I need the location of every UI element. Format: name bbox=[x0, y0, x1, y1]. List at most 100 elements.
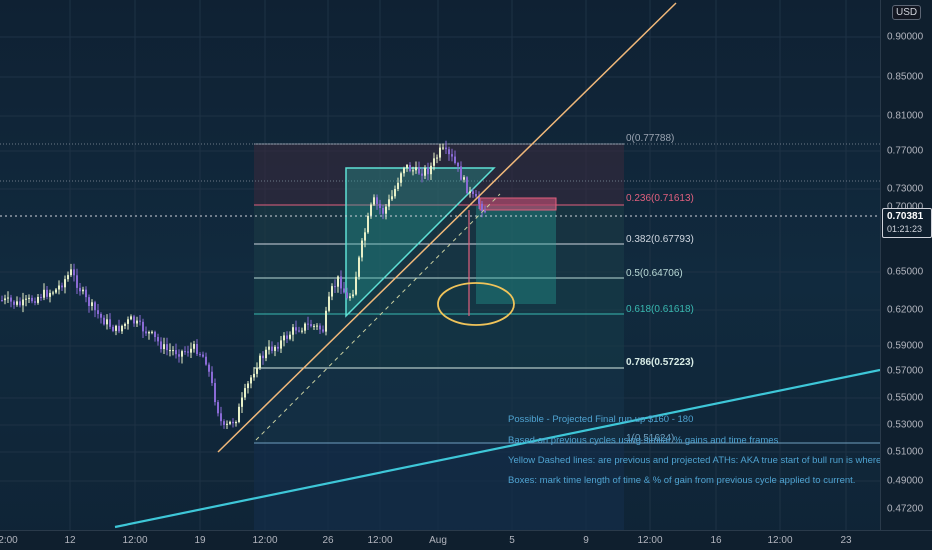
orange-trendline[interactable] bbox=[217, 2, 677, 453]
time-axis[interactable]: 2:00 12 12:00 19 12:00 26 12:00 Aug 5 9 … bbox=[0, 530, 932, 550]
time-tick: 12:00 bbox=[367, 535, 393, 546]
candle-body bbox=[184, 351, 186, 353]
fib-zone-0382-05 bbox=[254, 244, 624, 278]
cycle-box-small[interactable] bbox=[479, 197, 557, 211]
candle-body bbox=[463, 177, 465, 180]
candle-body bbox=[436, 157, 438, 159]
candle-body bbox=[37, 296, 39, 303]
candle-body bbox=[445, 147, 447, 150]
candle-body bbox=[274, 346, 276, 351]
candle-body bbox=[289, 334, 291, 339]
time-tick: 5 bbox=[509, 535, 515, 546]
price-axis[interactable]: USD 0.90000 0.85000 0.81000 0.77000 0.73… bbox=[880, 0, 932, 530]
price-tick: 0.62000 bbox=[887, 304, 924, 316]
candle-body bbox=[205, 356, 207, 365]
chart-canvas[interactable] bbox=[0, 0, 880, 530]
note-projected-run[interactable]: Possible - Projected Final run up $160 -… bbox=[508, 414, 694, 425]
candle-body bbox=[130, 316, 132, 320]
candle-body bbox=[382, 208, 384, 214]
yellow-dashed-trendline[interactable] bbox=[255, 193, 501, 441]
price-tick: 0.47200 bbox=[887, 503, 924, 515]
candle-body bbox=[187, 351, 189, 353]
candle-body bbox=[397, 182, 399, 189]
candle-body bbox=[58, 285, 60, 290]
candle-body bbox=[280, 340, 282, 349]
price-tick: 0.70000 bbox=[887, 201, 924, 213]
candle-body bbox=[472, 191, 474, 194]
candle-body bbox=[325, 310, 327, 332]
last-price-label: 0.70381 01:21:23 bbox=[882, 208, 932, 238]
candle-body bbox=[100, 313, 102, 318]
bar-countdown: 01:21:23 bbox=[887, 224, 923, 234]
time-tick: 2:00 bbox=[0, 535, 18, 546]
chart-plot-area[interactable]: 0(0.77788) 0.236(0.71613) 0.382(0.67793)… bbox=[0, 0, 880, 530]
candle-body bbox=[448, 149, 450, 155]
candle-body bbox=[433, 158, 435, 166]
cycle-box-projection[interactable] bbox=[476, 206, 556, 304]
candle-body bbox=[454, 156, 456, 163]
candle-body bbox=[127, 319, 129, 324]
candle-body bbox=[199, 354, 201, 356]
fib-label-0382: 0.382(0.67793) bbox=[626, 234, 694, 245]
currency-badge[interactable]: USD bbox=[892, 5, 922, 20]
candle-body bbox=[361, 240, 363, 258]
candle-body bbox=[466, 177, 468, 193]
candle-body bbox=[334, 286, 336, 288]
note-previous-cycles[interactable]: Based on previous cycles using similar %… bbox=[508, 435, 779, 446]
candle-body bbox=[124, 323, 126, 326]
candle-body bbox=[118, 325, 120, 332]
candle-body bbox=[319, 325, 321, 330]
candle-body bbox=[202, 354, 204, 357]
time-tick: 12:00 bbox=[767, 535, 793, 546]
note-yellow-dashed[interactable]: Yellow Dashed lines: are previous and pr… bbox=[508, 455, 880, 466]
candle-body bbox=[343, 288, 345, 293]
candle-body bbox=[406, 164, 408, 169]
candle-body bbox=[349, 296, 351, 299]
candle-body bbox=[301, 330, 303, 332]
candle-body bbox=[457, 162, 459, 167]
candle-body bbox=[88, 297, 90, 306]
cyan-long-trendline[interactable] bbox=[114, 368, 880, 529]
candle-body bbox=[16, 301, 18, 305]
candle-body bbox=[19, 301, 21, 306]
candle-body bbox=[13, 301, 15, 305]
candle-body bbox=[352, 294, 354, 297]
candle-body bbox=[307, 323, 309, 325]
fib-zone-0618-0786 bbox=[254, 314, 624, 368]
candle-body bbox=[385, 206, 387, 214]
candle-body bbox=[214, 383, 216, 403]
candle-body bbox=[415, 167, 417, 171]
candle-body bbox=[160, 341, 162, 350]
highlight-ellipse[interactable] bbox=[437, 282, 515, 326]
candle-body bbox=[232, 421, 234, 424]
price-tick: 0.51000 bbox=[887, 446, 924, 458]
price-tick: 0.65000 bbox=[887, 266, 924, 278]
candle-body bbox=[1, 300, 3, 301]
candle-body bbox=[271, 346, 273, 351]
candle-body bbox=[313, 325, 315, 327]
fib-zone-0236-0382 bbox=[254, 205, 624, 244]
candle-body bbox=[217, 402, 219, 414]
candle-body bbox=[475, 193, 477, 197]
candle-body bbox=[148, 332, 150, 334]
candle-body bbox=[247, 383, 249, 389]
candle-body bbox=[220, 413, 222, 422]
fib-label-05: 0.5(0.64706) bbox=[626, 268, 683, 279]
candle-body bbox=[481, 203, 483, 211]
candle-body bbox=[469, 191, 471, 193]
candle-body bbox=[235, 422, 237, 424]
time-tick: 9 bbox=[583, 535, 589, 546]
candle-body bbox=[322, 329, 324, 332]
candle-body bbox=[238, 406, 240, 423]
time-tick: 12 bbox=[64, 535, 76, 546]
candle-body bbox=[364, 232, 366, 241]
candle-body bbox=[418, 167, 420, 174]
candle-body bbox=[484, 210, 486, 213]
candle-body bbox=[277, 346, 279, 349]
candle-body bbox=[70, 269, 72, 276]
candle-body bbox=[109, 319, 111, 327]
price-tick: 0.77000 bbox=[887, 145, 924, 157]
candle-body bbox=[244, 388, 246, 398]
note-boxes[interactable]: Boxes: mark time length of time & % of g… bbox=[508, 475, 856, 486]
